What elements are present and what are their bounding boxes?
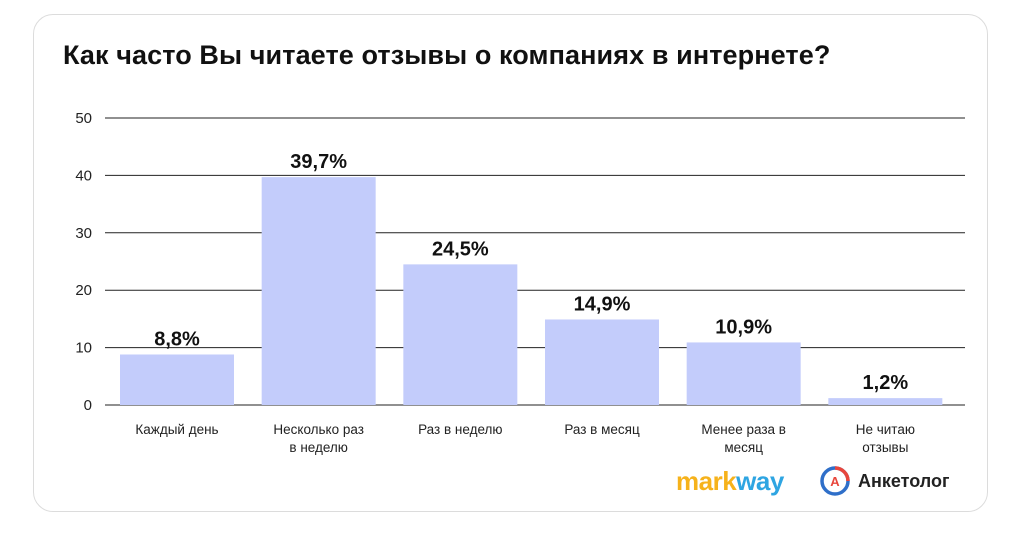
- data-label: 1,2%: [863, 372, 909, 394]
- bar: [120, 354, 234, 405]
- markway-logo: markway: [676, 466, 784, 497]
- x-tick-label: Каждый день: [135, 422, 218, 437]
- x-tick-label: Не читаю: [856, 422, 915, 437]
- gridlines: [105, 117, 965, 406]
- bar: [828, 398, 943, 405]
- y-tick-label: 20: [75, 282, 92, 299]
- x-tick-label: месяц: [724, 440, 763, 455]
- x-tick-label: Несколько раз: [273, 422, 364, 437]
- bar: [261, 177, 376, 405]
- x-tick-label: Раз в неделю: [418, 422, 502, 437]
- markway-logo-part1: mark: [676, 466, 737, 496]
- bars: [120, 177, 943, 405]
- x-tick-label: Менее раза в: [701, 422, 786, 437]
- data-label: 10,9%: [715, 316, 772, 338]
- data-labels: 8,8% 39,7% 24,5% 14,9% 10,9% 1,2%: [154, 151, 908, 394]
- x-tick-label: отзывы: [862, 440, 908, 455]
- anketolog-logo-icon: A: [820, 466, 850, 496]
- data-label: 24,5%: [432, 238, 489, 260]
- x-axis-ticks: Каждый день Несколько раз в неделю Раз в не…: [135, 422, 915, 455]
- data-label: 8,8%: [154, 328, 200, 350]
- y-tick-label: 10: [75, 340, 92, 357]
- x-tick-label: Раз в месяц: [564, 422, 640, 437]
- chart-card: [33, 14, 988, 512]
- bar: [686, 342, 801, 405]
- x-tick-label: в неделю: [289, 440, 348, 455]
- y-tick-label: 0: [84, 397, 92, 414]
- y-tick-label: 50: [75, 110, 92, 127]
- y-tick-label: 30: [75, 225, 92, 242]
- y-axis-ticks: 0 10 20 30 40 50: [75, 110, 92, 414]
- markway-logo-part2: way: [736, 466, 784, 496]
- anketolog-badge-letter: A: [830, 474, 840, 489]
- chart-title: Как часто Вы читаете отзывы о компаниях …: [63, 40, 831, 70]
- anketolog-logo-text: Анкетолог: [858, 470, 950, 491]
- data-label: 39,7%: [290, 151, 347, 173]
- bar: [403, 264, 518, 405]
- data-label: 14,9%: [574, 293, 631, 315]
- bar: [545, 319, 659, 405]
- y-tick-label: 40: [75, 167, 92, 184]
- anketolog-logo: A Анкетолог: [820, 466, 949, 496]
